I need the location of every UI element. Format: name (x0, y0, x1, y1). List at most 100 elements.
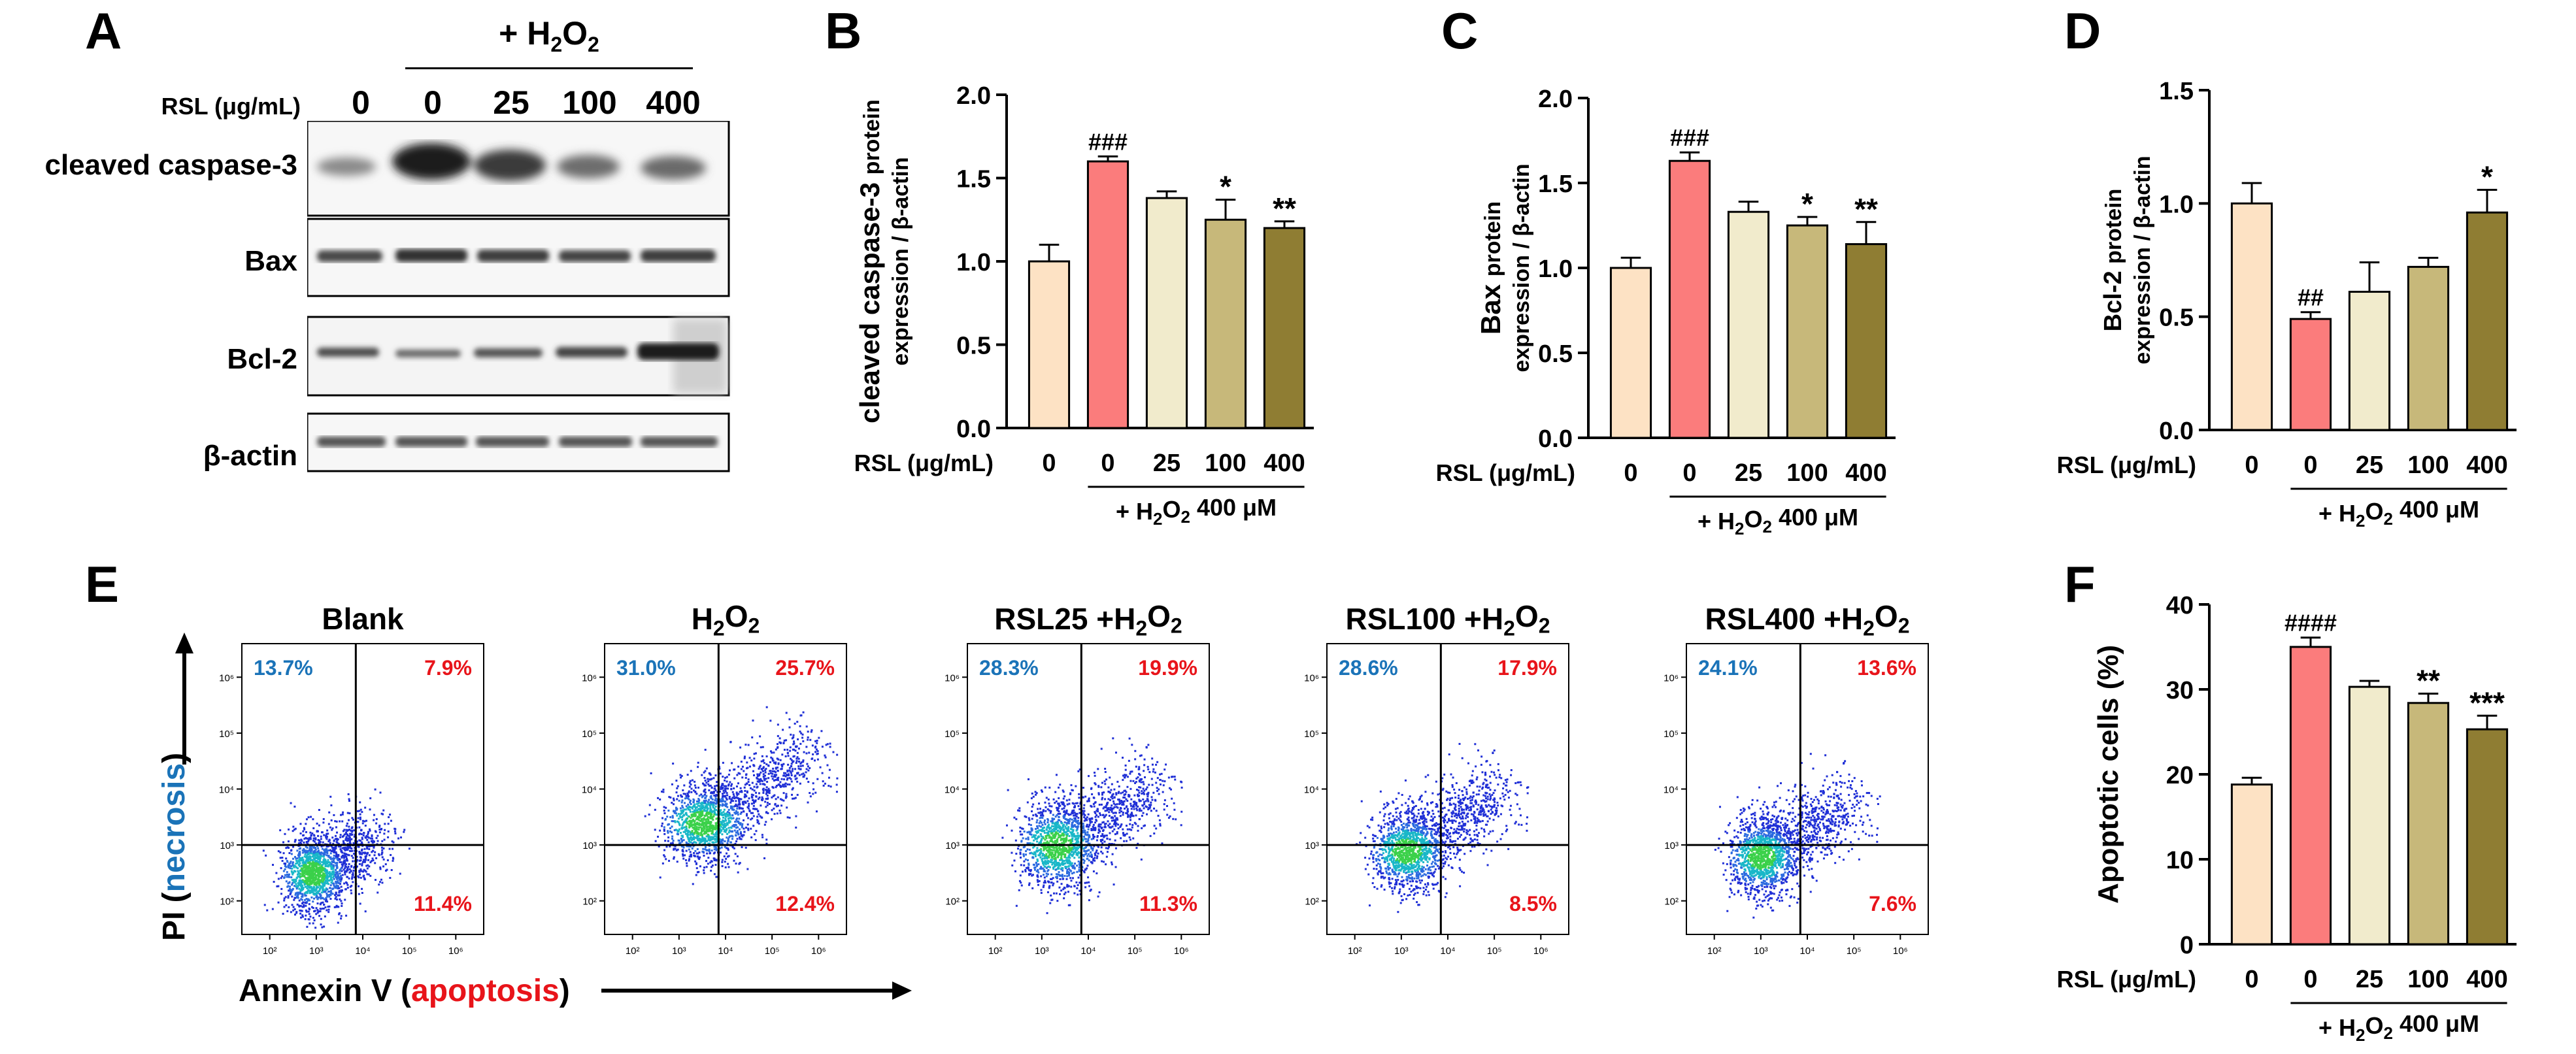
flow-dot (1046, 808, 1049, 811)
flow-dot (709, 836, 711, 838)
flow-dot (1023, 864, 1026, 866)
flow-dot (715, 876, 718, 878)
flow-dot (709, 804, 711, 807)
flow-dot (293, 840, 296, 843)
flow-dot (1070, 848, 1073, 850)
flow-dot (1035, 832, 1038, 834)
flow-dot (1088, 885, 1091, 887)
flow-dot (702, 850, 705, 853)
flow-dot (782, 763, 785, 765)
flow-dot (1059, 836, 1062, 838)
flow-dot (688, 859, 690, 862)
flow-dot (739, 828, 741, 831)
flow-dot (783, 774, 786, 777)
flow-dot (784, 775, 787, 778)
flow-dot (403, 831, 405, 833)
flow-dot (287, 885, 290, 887)
x-tick-label-3: 100 (2407, 966, 2449, 993)
flow-dot (360, 833, 363, 836)
flow-dot (718, 767, 721, 770)
flow-dot (288, 889, 290, 892)
flow-dot (714, 864, 717, 866)
flow-dot (1078, 797, 1080, 799)
flow-dot (1135, 803, 1138, 806)
flow-dot (726, 776, 728, 778)
flow-dot (755, 791, 758, 794)
flow-dot (682, 793, 685, 795)
flow-dot (1071, 842, 1074, 845)
flow-dot (1101, 797, 1104, 799)
flow-dot (330, 863, 333, 865)
flow-dot (709, 838, 712, 840)
flow-dot (338, 891, 341, 894)
flow-dot (322, 817, 325, 820)
flow-dot (309, 857, 312, 860)
flow-dot (1129, 780, 1132, 782)
flow-dot (1048, 786, 1051, 789)
flow-dot (347, 846, 350, 849)
flow-dot (350, 829, 352, 832)
flow-dot (312, 818, 314, 821)
flow-dot (781, 765, 784, 768)
flow-dot (769, 719, 772, 722)
flow-dot (673, 812, 676, 814)
flow-dot (318, 824, 320, 827)
flow-dot (826, 743, 829, 746)
flow-dot (738, 806, 741, 809)
flow-dot (759, 783, 761, 785)
flow-dot (313, 849, 316, 852)
flow-dot (1072, 848, 1075, 851)
flow-dot (1096, 872, 1098, 875)
flow-dot (1069, 817, 1071, 820)
flow-dot (1045, 836, 1047, 838)
flow-dot (685, 825, 688, 828)
flow-dot (314, 837, 317, 840)
flow-dot (1034, 838, 1037, 840)
flow-dot (735, 791, 738, 794)
flow-dot (1105, 778, 1108, 781)
flow-dot (299, 870, 301, 872)
flow-dot (789, 749, 792, 752)
flow-dot (1043, 868, 1045, 871)
flow-dot (790, 733, 792, 736)
flow-dot (724, 776, 727, 779)
flow-dot (318, 879, 321, 881)
flow-dot (768, 792, 771, 795)
flow-dot (333, 878, 335, 880)
flow-dot (1044, 786, 1046, 789)
flow-dot (788, 726, 791, 729)
flow-dot (731, 838, 733, 840)
flow-dot (318, 839, 321, 842)
flow-dot (1092, 825, 1094, 828)
flow-dot (298, 839, 301, 842)
bar-2 (2348, 291, 2391, 431)
flow-dot (314, 872, 316, 875)
flow-dot (1046, 870, 1049, 872)
flow-dot (704, 848, 707, 851)
flow-dot (688, 808, 691, 811)
flow-dot (335, 872, 338, 875)
flow-dot (812, 782, 814, 785)
flow-dot (755, 795, 758, 798)
flow-dot (301, 874, 304, 877)
flow-dot (1075, 802, 1077, 804)
flow-dot (692, 813, 694, 815)
flow-dot (690, 824, 693, 827)
flow-dot (306, 846, 309, 849)
flow-dot (1119, 815, 1122, 817)
flow-dot (322, 908, 325, 910)
flow-dot (1041, 860, 1044, 863)
flow-dot (1071, 862, 1073, 865)
flow-dot (308, 889, 310, 892)
flow-dot (292, 909, 295, 912)
flow-dot (807, 801, 809, 804)
flow-dot (306, 851, 309, 853)
flow-dot (788, 766, 791, 769)
flow-dot (714, 789, 717, 792)
flow-dot (715, 793, 718, 796)
flow-dot (787, 755, 790, 757)
flow-dot (374, 862, 376, 865)
flow-dot (711, 849, 713, 852)
flow-dot (782, 792, 785, 795)
